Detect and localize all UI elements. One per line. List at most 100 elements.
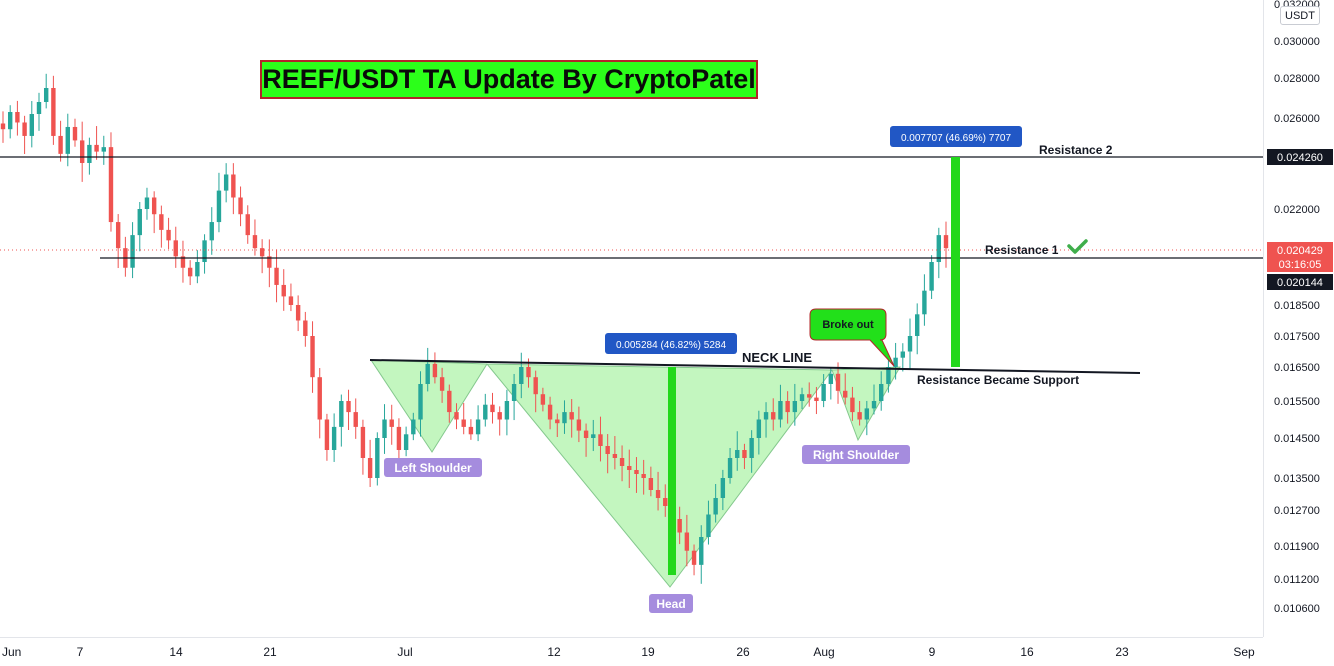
candle-body (634, 470, 639, 474)
head-label: Head (656, 597, 685, 611)
candle-body (267, 256, 272, 268)
candle-body (879, 384, 884, 401)
candle-body (936, 235, 942, 263)
x-tick-label: Sep (1233, 645, 1255, 659)
head-tag (649, 594, 693, 613)
candle-body (756, 419, 762, 438)
candle-body (331, 426, 337, 450)
current-price-tag-bg (1267, 242, 1333, 272)
candle-body (288, 296, 294, 305)
candle-body (576, 419, 582, 431)
candle-body (259, 248, 265, 257)
y-tick-label: 0.030000 (1274, 36, 1320, 48)
candle-body (799, 394, 805, 401)
candle-body (771, 412, 776, 420)
candle-body (886, 367, 891, 384)
candle-body (411, 419, 416, 435)
candle-body (166, 229, 171, 241)
candle-body (475, 419, 481, 435)
candle-body (43, 88, 49, 102)
y-tick-label: 0.010600 (1274, 603, 1320, 615)
y-tick-label: 0.028000 (1274, 73, 1320, 85)
measure-callout-target: 0.007707 (46.69%) 7707 (901, 133, 1012, 144)
resistance-1-label: Resistance 1 (985, 243, 1059, 257)
candle-body (360, 426, 366, 458)
candle-body (389, 419, 394, 427)
candle-body (850, 397, 855, 413)
y-tick-label: 0.012700 (1274, 505, 1320, 517)
candle-body (425, 363, 430, 384)
candle-body (555, 419, 560, 424)
candle-body (821, 384, 826, 401)
candle-body (749, 438, 754, 458)
candle-body (317, 377, 322, 420)
measure-callout-head: 0.005284 (46.82%) 5284 (616, 340, 727, 351)
candle-body (295, 305, 301, 321)
x-tick-label: Aug (813, 645, 834, 659)
candle-body (137, 209, 142, 236)
support-label: Resistance Became Support (917, 373, 1079, 387)
candle-body (519, 367, 524, 384)
candle-body (583, 430, 589, 438)
candle-body (835, 373, 841, 391)
x-tick-label: Jun (2, 645, 21, 659)
candle-body (655, 490, 661, 498)
candle-body (727, 458, 733, 478)
candle-body (627, 466, 632, 470)
candle-body (468, 426, 474, 435)
candle-body (497, 412, 502, 420)
candle-body (7, 112, 13, 130)
candle-body (223, 174, 229, 191)
candle-body (151, 197, 157, 215)
measure-bar-target (951, 157, 960, 367)
candle-body (173, 240, 178, 257)
candle-body (346, 401, 351, 413)
left-shoulder-label: Left Shoulder (394, 461, 472, 475)
candle-body (22, 122, 27, 136)
resistance-2-price-tag-bg (1267, 149, 1333, 165)
currency-unit-badge[interactable]: USDT (1280, 6, 1320, 25)
check-icon (1067, 239, 1088, 254)
candle-body (72, 126, 78, 141)
candle-body (382, 419, 387, 438)
candle-body (929, 262, 934, 291)
candle-body (367, 458, 373, 478)
y-tick-label: 0.026000 (1274, 113, 1320, 125)
candle-body (562, 412, 567, 424)
candle-body (735, 450, 740, 458)
x-tick-label: 9 (929, 645, 936, 659)
y-tick-label: 0.022000 (1274, 204, 1320, 216)
candle-body (907, 336, 913, 352)
candle-body (591, 434, 596, 438)
chart-title: REEF/USDT TA Update By CryptoPatel (260, 60, 758, 99)
candle-body (252, 235, 258, 249)
candle-body (58, 135, 63, 154)
current-price-tag: 0.020429 (1277, 245, 1323, 257)
candle-body (432, 363, 438, 378)
candle-body (814, 397, 819, 401)
candle-body (209, 222, 214, 241)
candle-body (231, 174, 236, 198)
candle-body (720, 478, 726, 498)
broke-out-bubble (809, 308, 895, 367)
time-axis-ticks: Jun 7 14 21 Jul 12 19 26 Aug 9 16 23 Sep (2, 645, 1255, 659)
right-shoulder-tag (802, 445, 910, 464)
candle-body (785, 401, 790, 413)
candle-body (180, 256, 186, 268)
candle-body (684, 532, 690, 551)
price-axis[interactable]: 0.0320000.0300000.0280000.0260000.024000… (1263, 0, 1334, 637)
candle-body (677, 519, 682, 533)
candle-body (396, 426, 402, 450)
countdown-tag: 03:16:05 (1279, 259, 1322, 271)
time-axis[interactable]: Jun 7 14 21 Jul 12 19 26 Aug 9 16 23 Sep (0, 637, 1263, 666)
candle-body (439, 377, 445, 391)
measure-callout-bg (890, 126, 1022, 147)
candle-body (943, 235, 949, 249)
candle-body (540, 394, 546, 405)
y-tick-label: 0.015500 (1274, 396, 1320, 408)
x-tick-label: Jul (397, 645, 412, 659)
candle-body (699, 537, 704, 565)
y-tick-label: 0.011900 (1274, 541, 1319, 553)
